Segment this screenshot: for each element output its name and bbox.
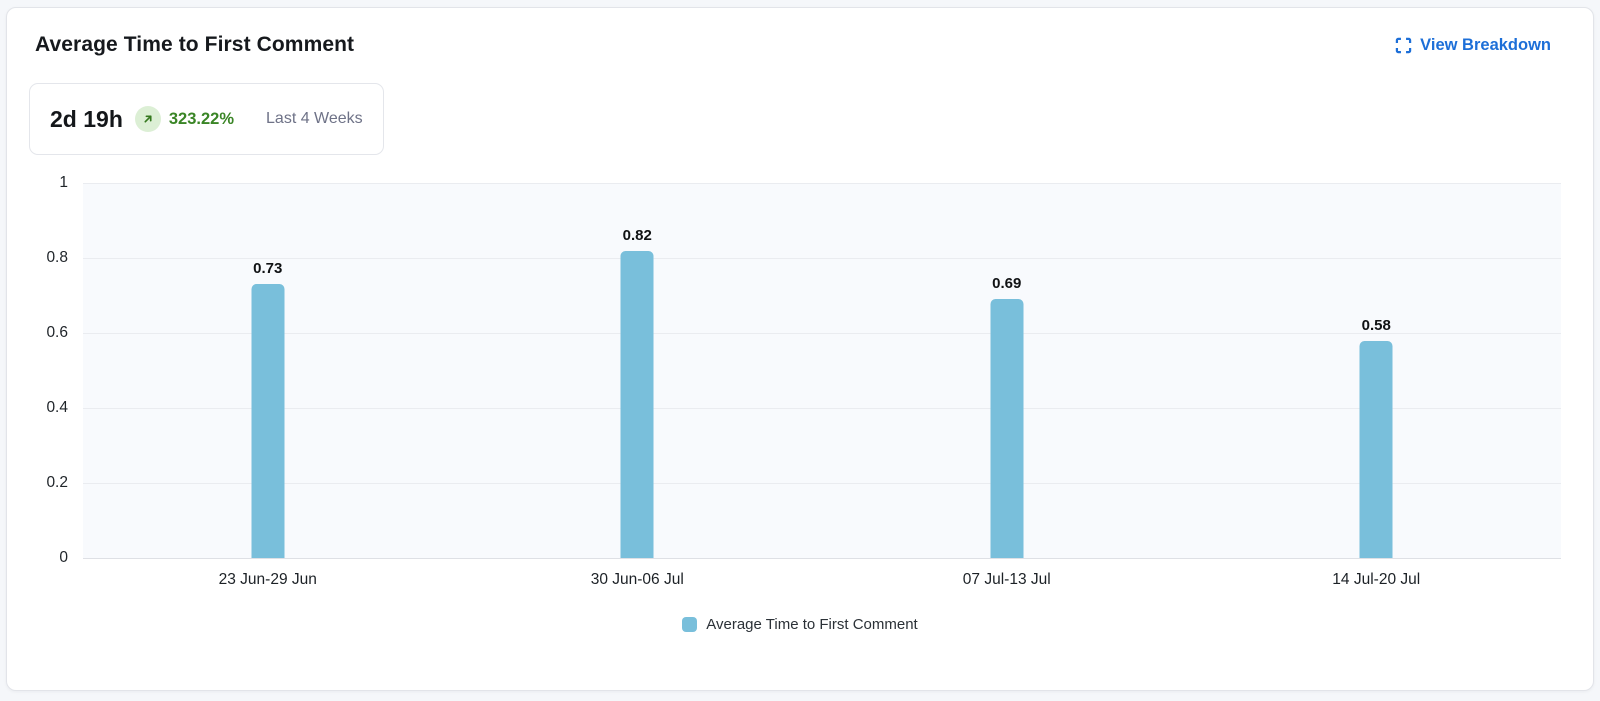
gridline — [83, 183, 1561, 184]
gridline — [83, 333, 1561, 334]
plot-area: 0 0.2 0.4 0.6 0.8 1 0.73 0.82 0.69 0.58 — [46, 174, 1561, 566]
summary-stat-box: 2d 19h 323.22% Last 4 Weeks — [29, 83, 384, 155]
page-title: Average Time to First Comment — [35, 33, 355, 56]
metric-card: Average Time to First Comment View Break… — [6, 7, 1594, 691]
bar[interactable] — [1359, 340, 1393, 558]
view-breakdown-label: View Breakdown — [1420, 35, 1551, 54]
change-percentage: 323.22% — [168, 109, 235, 128]
gridline — [83, 483, 1561, 484]
x-axis-tick-label: 30 Jun-06 Jul — [590, 571, 684, 588]
gridline — [83, 258, 1561, 259]
y-axis-tick-label: 0.6 — [46, 324, 68, 341]
expand-icon — [1395, 37, 1412, 54]
legend-swatch — [682, 617, 698, 632]
bar[interactable] — [620, 250, 654, 558]
period-label: Last 4 Weeks — [266, 110, 363, 127]
y-axis-tick-label: 1 — [59, 174, 68, 191]
chart-legend-item[interactable]: Average Time to First Comment — [7, 616, 1593, 633]
y-axis-tick-label: 0.4 — [46, 399, 68, 416]
y-axis-tick-label: 0.8 — [46, 249, 68, 266]
bar-value-label: 0.82 — [622, 226, 652, 244]
gridline — [83, 408, 1561, 409]
x-axis-tick-label: 07 Jul-13 Jul — [962, 571, 1051, 588]
bar-value-label: 0.69 — [992, 275, 1022, 293]
metric-value: 2d 19h — [50, 105, 123, 132]
x-axis-tick-label: 23 Jun-29 Jun — [218, 571, 317, 588]
bar[interactable] — [990, 299, 1024, 558]
card-header: Average Time to First Comment View Break… — [7, 8, 1593, 57]
bar-value-label: 0.73 — [253, 260, 283, 278]
legend-label: Average Time to First Comment — [706, 616, 918, 633]
bar[interactable] — [251, 284, 285, 558]
view-breakdown-link[interactable]: View Breakdown — [1395, 36, 1551, 55]
bar-value-label: 0.58 — [1361, 316, 1391, 334]
arrow-up-right-icon — [134, 106, 161, 132]
y-axis-tick-label: 0 — [59, 549, 68, 566]
x-axis-labels: 23 Jun-29 Jun 30 Jun-06 Jul 07 Jul-13 Jul 1… — [83, 571, 1561, 590]
bar-chart: 0 0.2 0.4 0.6 0.8 1 0.73 0.82 0.69 0.58 23 Jun-29… — [7, 174, 1593, 633]
gridline — [83, 558, 1561, 559]
x-axis-tick-label: 14 Jul-20 Jul — [1332, 571, 1421, 588]
y-axis-tick-label: 0.2 — [46, 474, 68, 491]
